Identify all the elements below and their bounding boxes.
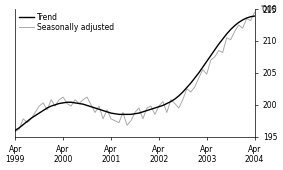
Seasonally adjusted [14,131,17,133]
Trend [69,101,73,103]
Seasonally adjusted [69,105,73,107]
Trend [14,129,17,131]
Seasonally adjusted [221,52,224,54]
Legend: Trend, Seasonally adjusted: Trend, Seasonally adjusted [19,13,115,32]
Trend [97,108,101,110]
Text: '000: '000 [261,5,277,14]
Trend [61,102,65,104]
Trend [141,111,145,113]
Seasonally adjusted [157,105,160,107]
Line: Trend: Trend [15,16,255,130]
Seasonally adjusted [97,105,101,107]
Trend [157,106,160,108]
Seasonally adjusted [253,11,256,13]
Seasonally adjusted [141,118,145,120]
Seasonally adjusted [61,96,65,98]
Trend [253,15,256,17]
Line: Seasonally adjusted: Seasonally adjusted [15,12,255,132]
Trend [221,38,224,40]
